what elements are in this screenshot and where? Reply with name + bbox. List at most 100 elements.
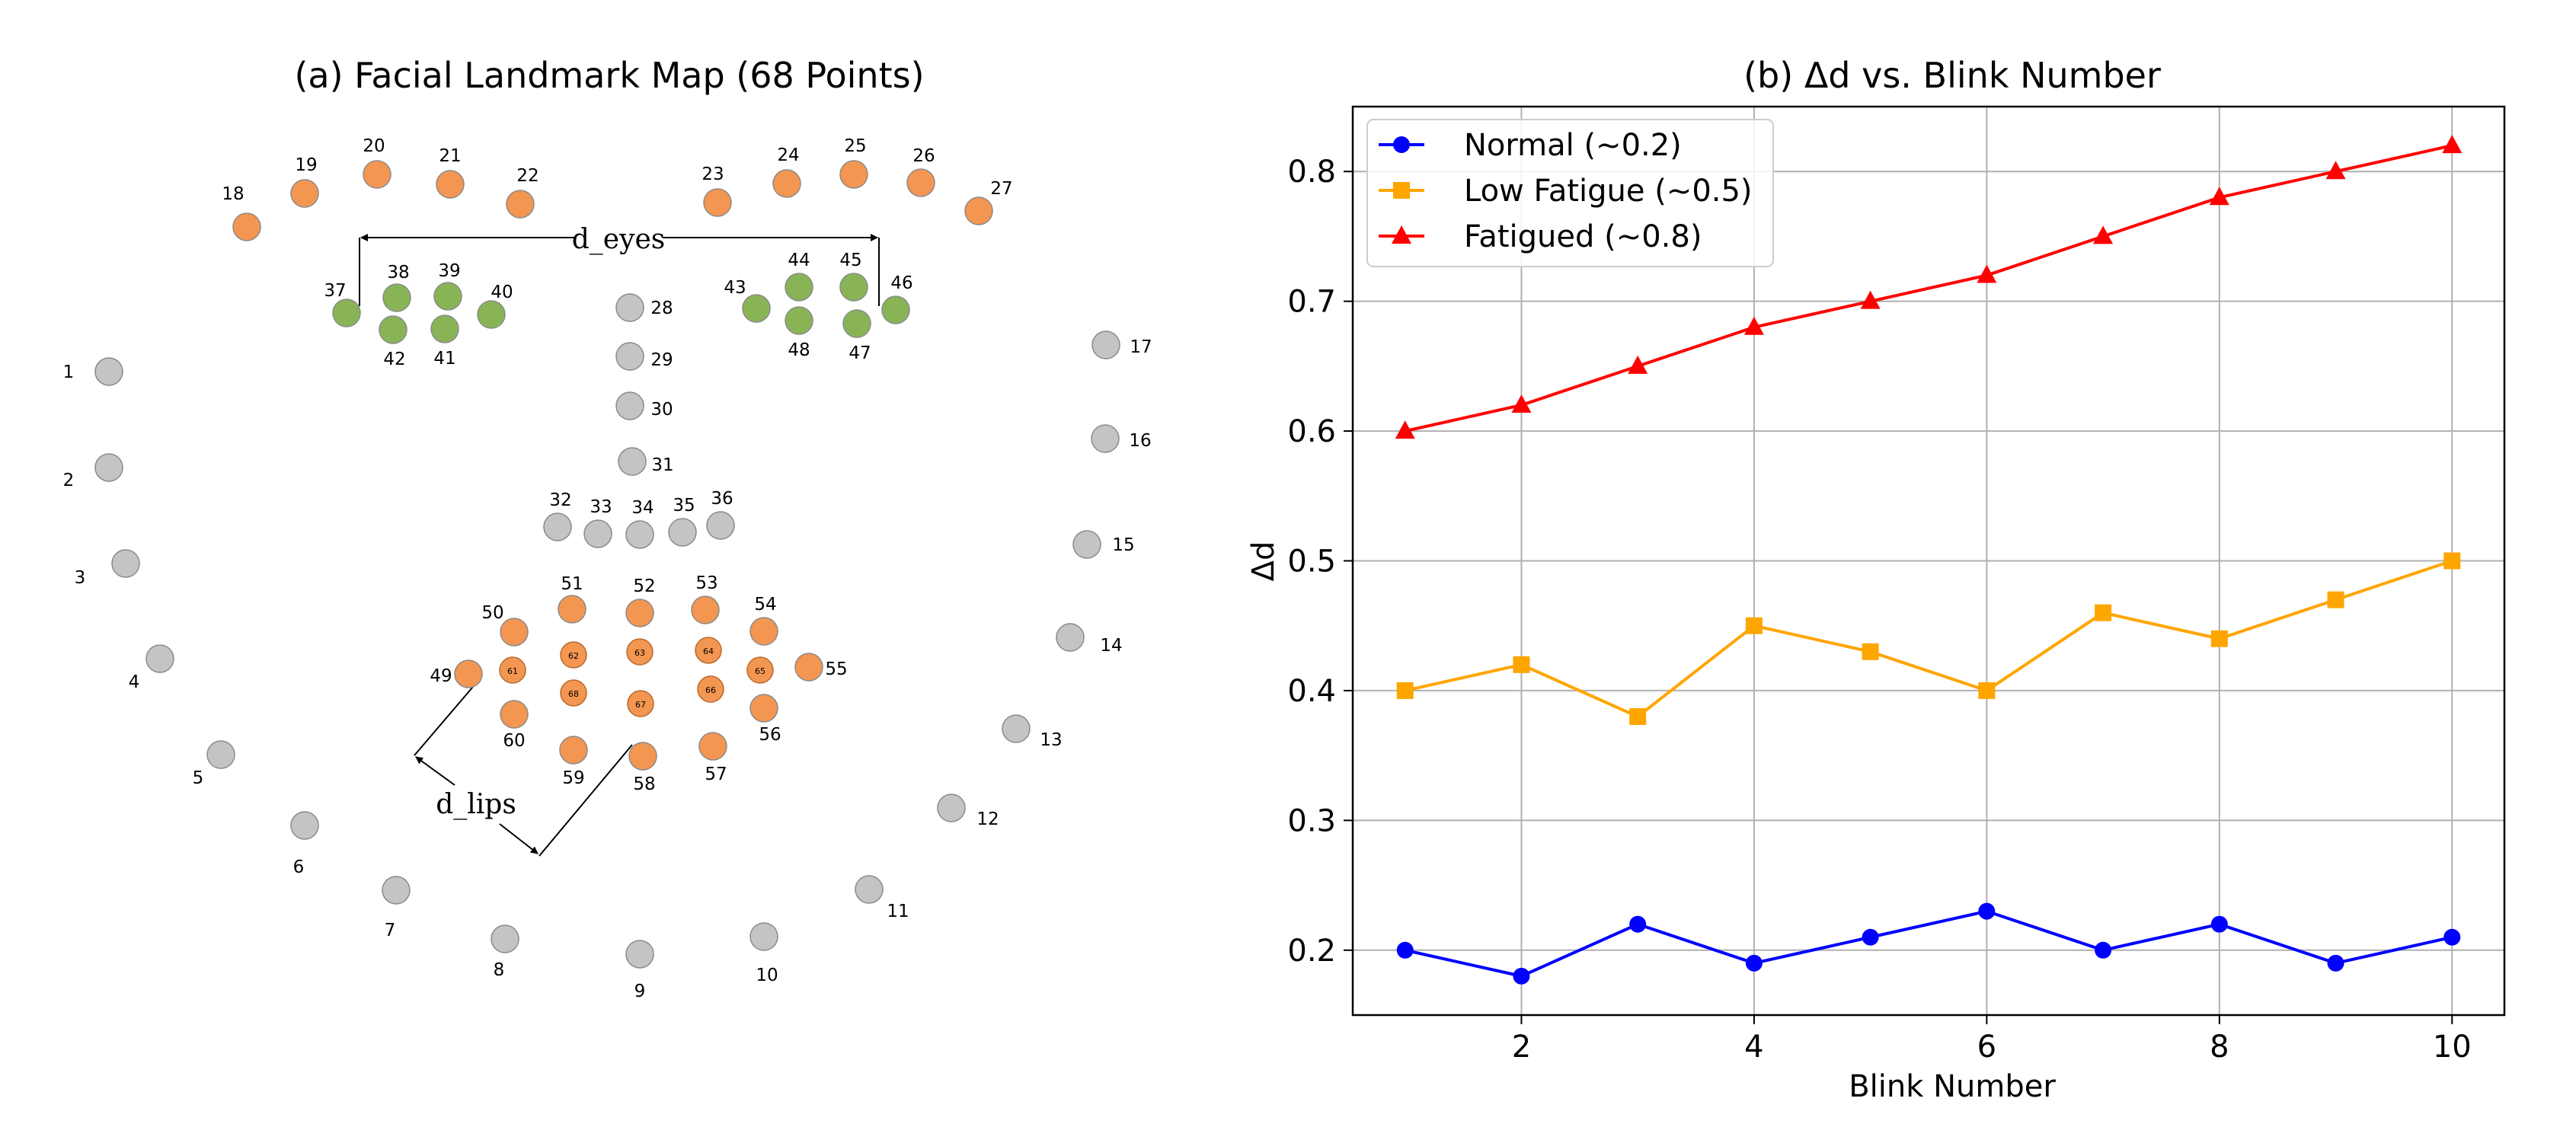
landmark-label-22: 22 [516,166,539,186]
legend-swatch-marker [1393,136,1410,153]
landmark-label-51: 51 [561,574,583,594]
landmark-label-20: 20 [363,136,385,156]
landmark-point-65 [746,656,774,684]
series-line [1405,909,2453,978]
landmark-point-25 [839,160,868,189]
y-axis-label: Δd [1246,541,1281,582]
landmark-label-25: 25 [844,136,866,156]
series-1 [1396,902,2461,985]
landmark-point-17 [1091,330,1120,359]
legend-item-1: Normal (~0.2) [1379,128,1682,163]
landmark-point-29 [615,342,644,371]
landmark-label-49: 49 [430,666,452,686]
lips-distance-right-guide [539,744,633,857]
landmark-label-59: 59 [562,768,584,788]
data-point [1396,682,1414,699]
data-point [1513,656,1530,673]
landmark-point-44 [785,273,813,302]
landmark-point-27 [964,196,993,225]
landmark-point-42 [379,315,407,344]
landmark-label-31: 31 [651,455,673,475]
landmark-label-40: 40 [491,283,513,302]
landmark-point-33 [583,519,612,548]
landmark-point-68 [560,679,587,707]
landmark-label-19: 19 [295,155,317,175]
landmark-point-61 [499,656,526,684]
data-point [1745,954,1763,972]
data-point [2327,591,2344,608]
landmark-point-19 [290,179,319,208]
landmark-point-15 [1072,530,1101,559]
data-point [2210,630,2228,647]
landmark-label-61: 61 [507,666,518,676]
landmark-point-40 [477,300,506,329]
landmark-label-66: 66 [705,685,716,695]
landmark-label-27: 27 [990,179,1012,199]
x-tick-label: 6 [1977,1030,1996,1065]
landmark-point-1 [94,357,123,386]
landmark-point-53 [691,595,720,624]
landmark-point-50 [500,618,529,647]
landmark-point-59 [559,736,588,765]
landmark-label-36: 36 [711,489,733,509]
landmark-point-54 [749,617,778,646]
landmark-label-15: 15 [1112,535,1134,555]
landmark-point-23 [703,188,732,217]
landmark-label-5: 5 [193,768,204,788]
data-point [2443,552,2461,570]
data-point [1978,682,1996,699]
landmark-point-62 [560,641,587,669]
landmark-point-7 [382,876,411,905]
x-tick-label: 2 [1512,1030,1531,1065]
data-point [1628,355,1648,374]
landmark-label-56: 56 [759,725,781,745]
data-point [2095,941,2112,959]
landmark-label-48: 48 [788,340,810,360]
lips-distance-left-guide [414,682,478,756]
data-point [1513,967,1530,985]
landmark-point-6 [290,811,319,840]
landmark-point-36 [706,511,735,540]
landmark-label-32: 32 [549,490,571,510]
data-point [1860,290,1881,309]
landmark-point-12 [937,793,966,822]
landmark-point-3 [111,549,140,578]
landmark-label-9: 9 [634,982,646,1001]
landmark-point-26 [906,168,935,197]
landmark-label-4: 4 [129,672,140,692]
landmark-point-2 [94,453,123,482]
landmark-point-30 [615,391,644,420]
landmark-point-47 [842,309,871,338]
landmark-label-2: 2 [63,471,75,490]
y-tick-label: 0.3 [1287,803,1336,838]
lips-distance-arrow-down [499,823,539,854]
landmark-label-1: 1 [63,362,75,382]
landmark-label-62: 62 [568,651,579,661]
x-tick-label: 8 [2210,1030,2229,1065]
panel-b-chart: (b) Δd vs. Blink Number 2 4 6 8 10 0.2 0.3 0.4 0… [1246,55,2506,1104]
landmark-label-64: 64 [703,647,714,656]
landmark-label-68: 68 [568,689,579,699]
landmark-label-6: 6 [293,857,305,877]
data-point [2327,954,2344,972]
data-point [1862,643,1879,660]
landmark-label-28: 28 [650,299,673,318]
legend-item-2: Low Fatigue (~0.5) [1379,174,1753,209]
data-point [1745,617,1763,634]
data-point [1396,941,1414,959]
data-point [2095,604,2112,621]
landmark-point-38 [382,283,411,312]
landmark-point-52 [625,599,654,627]
landmark-point-51 [558,595,586,624]
data-point [2325,161,2346,180]
legend-swatch-marker [1392,225,1411,244]
landmark-label-58: 58 [633,774,655,794]
data-point [2442,135,2463,154]
y-tick-label: 0.7 [1287,285,1336,320]
landmark-point-49 [454,659,483,688]
landmark-point-13 [1002,714,1031,743]
panel-a: (a) Facial Landmark Map (68 Points) d_ey… [63,55,1152,1001]
landmark-point-64 [695,637,722,664]
landmark-point-35 [668,518,697,547]
landmark-label-10: 10 [756,966,778,985]
